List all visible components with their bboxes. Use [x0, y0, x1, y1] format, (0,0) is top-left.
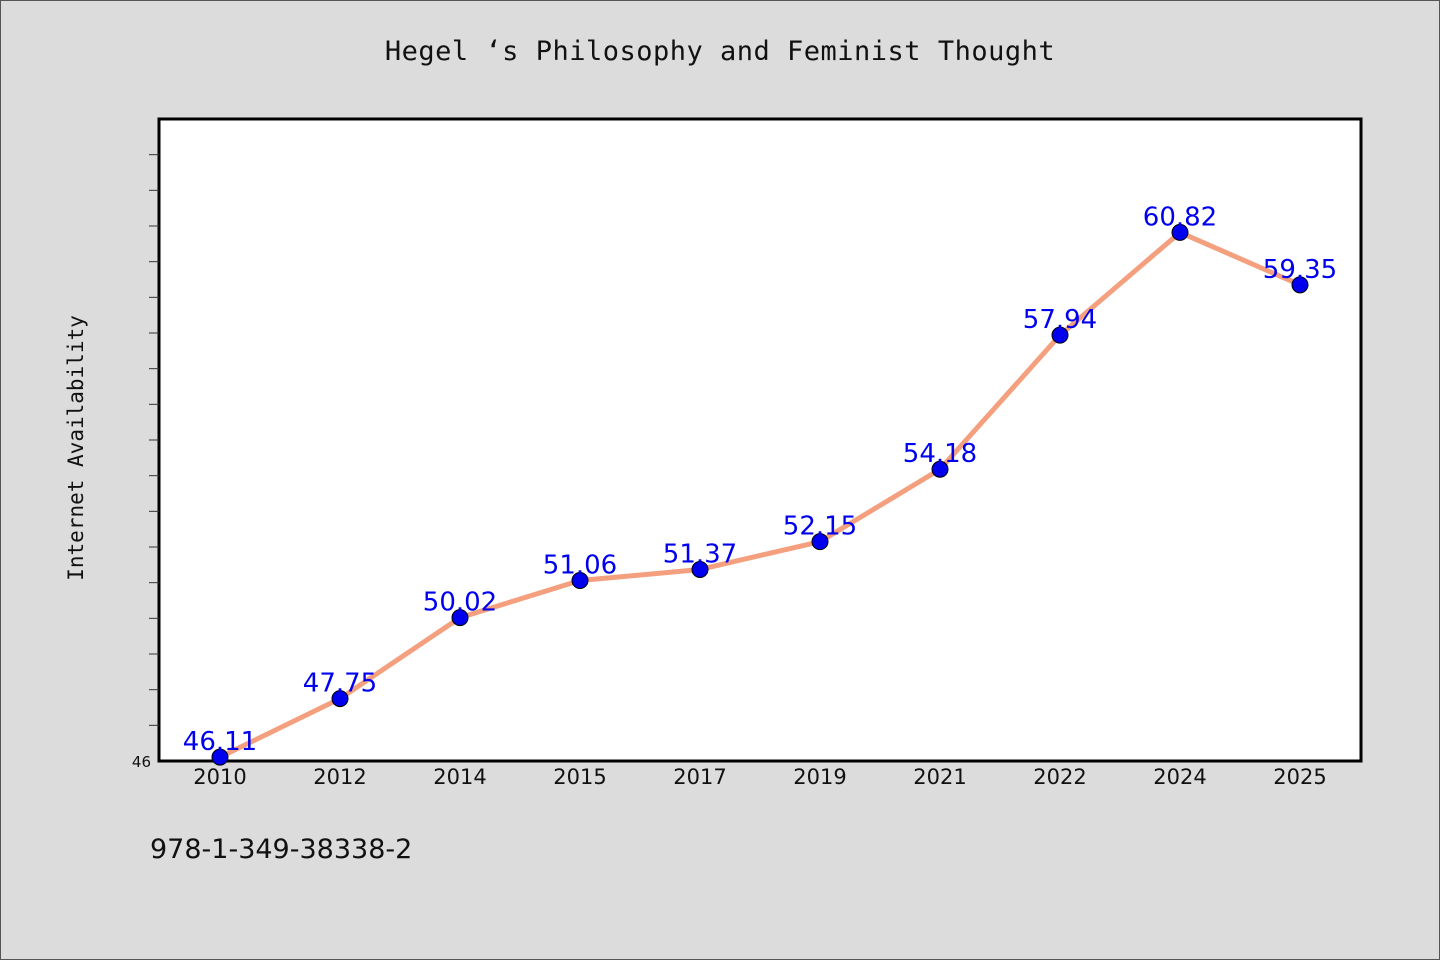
y-tick-label: 46	[132, 753, 151, 771]
x-tick-label: 2022	[1033, 765, 1086, 789]
data-label: 54.18	[903, 439, 977, 469]
x-tick-label: 2025	[1273, 765, 1326, 789]
x-tick-label: 2021	[913, 765, 966, 789]
chart-title: Hegel ‘s Philosophy and Feminist Thought	[384, 36, 1056, 67]
data-point	[931, 460, 949, 478]
data-point	[571, 572, 589, 590]
footer-code: 978-1-349-38338-2	[150, 834, 413, 865]
x-tick-label: 2014	[433, 765, 486, 789]
data-point	[1291, 276, 1309, 294]
data-label: 46.11	[183, 727, 257, 757]
x-tick-label: 2019	[793, 765, 846, 789]
data-label: 51.37	[663, 539, 737, 569]
plot-area	[157, 117, 1363, 763]
data-labels: 46.11 47.75 50.02 51.06 51.37 52.15 54.18 57.94…	[183, 202, 1337, 757]
data-point	[691, 560, 709, 578]
x-tick-label: 2017	[673, 765, 726, 789]
x-axis-tick-labels: 2010 2012 2014 2015 2017 2019 2021 2022 2024 2025	[193, 765, 1326, 789]
x-tick-label: 2010	[193, 765, 246, 789]
data-point	[451, 609, 469, 627]
x-tick-label: 2024	[1153, 765, 1206, 789]
x-tick-label: 2012	[313, 765, 366, 789]
data-label: 47.75	[303, 669, 377, 699]
series-line	[217, 229, 1303, 760]
data-point	[211, 748, 229, 766]
x-tick-label: 2015	[553, 765, 606, 789]
data-label: 60.82	[1143, 202, 1217, 232]
data-label: 52.15	[783, 512, 857, 542]
data-point	[1051, 326, 1069, 344]
data-label: 59.35	[1263, 255, 1337, 285]
data-point	[1171, 223, 1189, 241]
data-point	[331, 690, 349, 708]
y-axis-ticks: 46	[132, 154, 159, 771]
data-markers	[211, 223, 1309, 766]
data-label: 50.02	[423, 588, 497, 618]
data-point	[811, 533, 829, 551]
data-label: 51.06	[543, 551, 617, 581]
data-label: 57.94	[1023, 305, 1097, 335]
